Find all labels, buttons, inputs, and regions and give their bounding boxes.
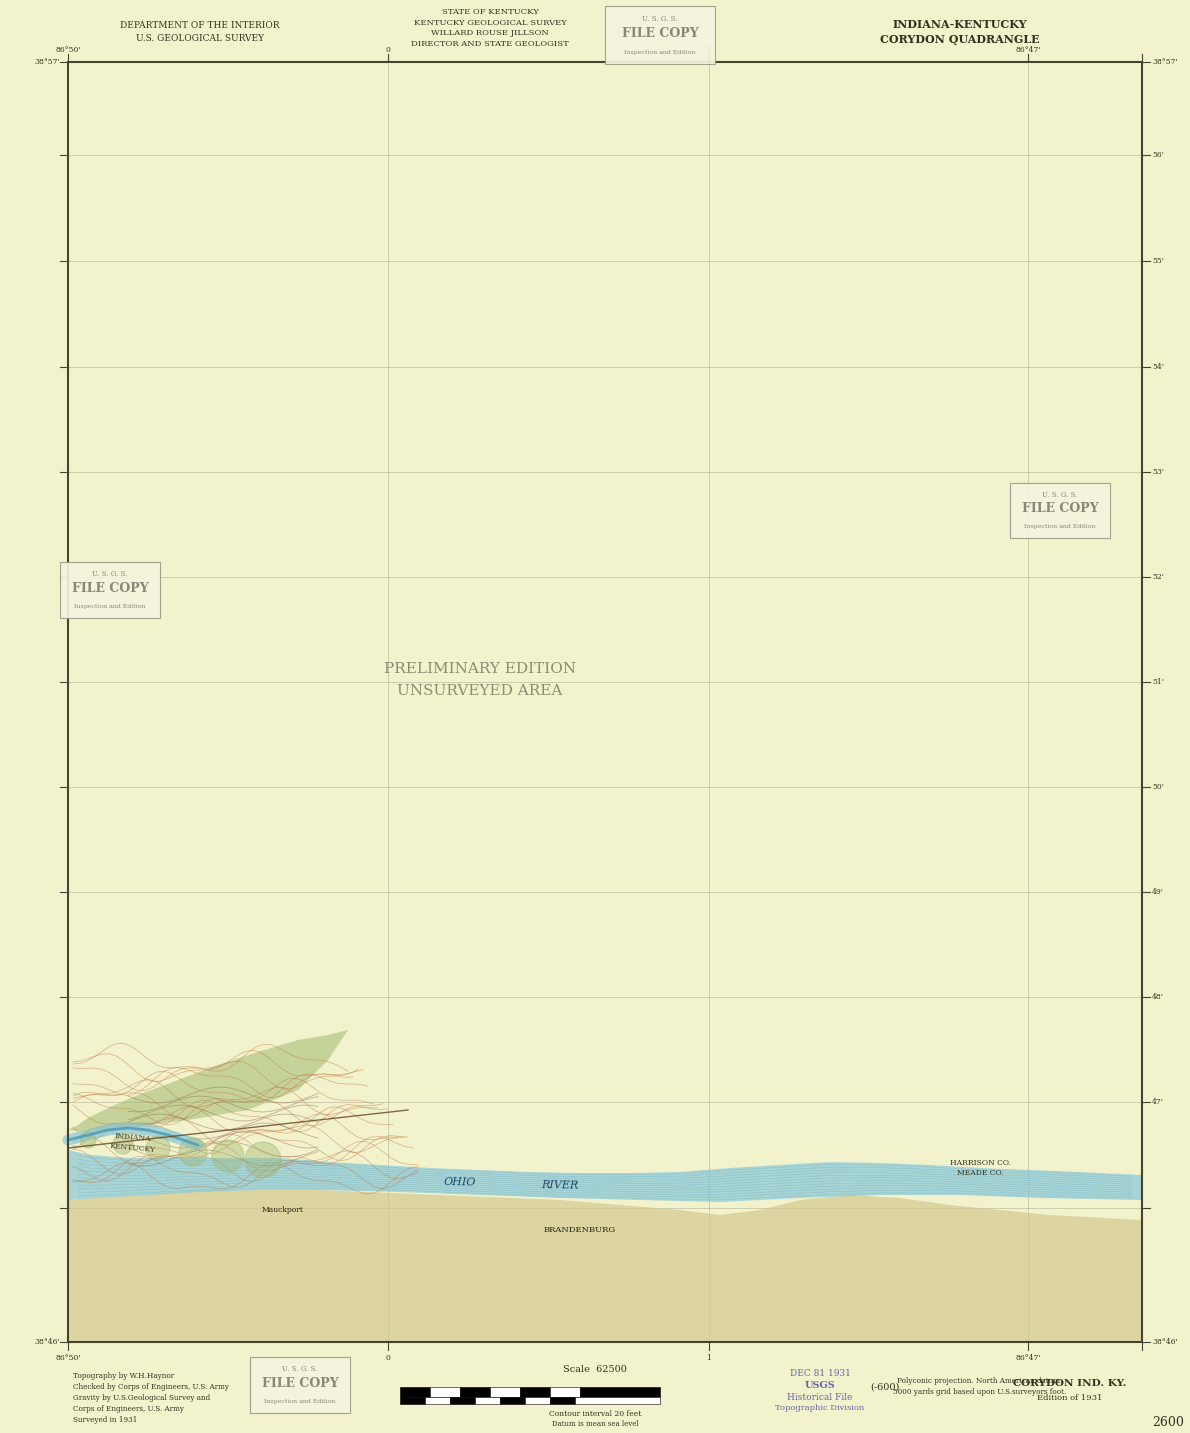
Text: 38°57': 38°57' [35,57,60,66]
Text: 38°46': 38°46' [1152,1338,1178,1346]
Text: Mauckport: Mauckport [262,1207,303,1214]
Circle shape [245,1142,281,1178]
Bar [550,1387,580,1397]
Text: 52': 52' [1152,573,1164,580]
Circle shape [146,1136,170,1159]
Text: HARRISON CO.
MEADE CO.: HARRISON CO. MEADE CO. [950,1159,1010,1176]
Bar [525,1397,550,1404]
Text: 86°50': 86°50' [55,1354,81,1361]
Bar [400,1397,425,1404]
Text: Scale  62500: Scale 62500 [563,1366,627,1374]
Bar [550,1397,575,1404]
Bar [461,1387,490,1397]
Text: 54': 54' [1152,363,1164,371]
Text: 38°57': 38°57' [1152,57,1178,66]
Text: 49': 49' [1152,888,1164,896]
Text: Inspection and Edition: Inspection and Edition [264,1399,336,1404]
Text: 48': 48' [1152,993,1164,1002]
Circle shape [178,1138,207,1166]
Polygon shape [68,1151,1142,1202]
Text: KENTUCKY: KENTUCKY [109,1142,156,1154]
Bar [68,62,1142,1341]
Text: INDIANA: INDIANA [114,1132,151,1144]
Polygon shape [68,1189,1142,1341]
Text: Historical File: Historical File [788,1393,853,1401]
Text: 1: 1 [707,1354,712,1361]
Text: PRELIMINARY EDITION
UNSURVEYED AREA: PRELIMINARY EDITION UNSURVEYED AREA [384,662,576,698]
Bar [425,1397,450,1404]
Bar [605,6,715,64]
Circle shape [113,1134,133,1154]
Text: 53': 53' [1152,469,1164,476]
Text: FILE COPY: FILE COPY [262,1377,338,1390]
Text: Polyconic projection. North American datum.
5000 yards grid based upon U.S.surve: Polyconic projection. North American dat… [894,1377,1066,1396]
Bar [450,1397,475,1404]
Text: 2600: 2600 [1152,1416,1184,1429]
Bar [1010,483,1110,537]
Text: INDIANA-KENTUCKY
CORYDON QUADRANGLE: INDIANA-KENTUCKY CORYDON QUADRANGLE [881,19,1040,46]
Text: 86°50': 86°50' [55,46,81,54]
Text: 47': 47' [1152,1098,1164,1106]
Text: DEC 81 1931: DEC 81 1931 [789,1370,851,1379]
Bar [500,1397,525,1404]
Text: Inspection and Edition: Inspection and Edition [74,605,145,609]
Text: OHIO: OHIO [444,1176,476,1188]
Text: RIVER: RIVER [541,1179,578,1191]
Text: FILE COPY: FILE COPY [621,27,699,40]
Bar [60,562,159,618]
Text: Inspection and Edition: Inspection and Edition [625,50,696,54]
Bar [490,1387,520,1397]
Text: 56': 56' [1152,150,1164,159]
Text: 0: 0 [386,46,390,54]
Text: FILE COPY: FILE COPY [1022,503,1098,516]
Text: 55': 55' [1152,257,1164,265]
Circle shape [80,1132,96,1148]
Bar [68,62,1142,1341]
Text: U. S. G. S.: U. S. G. S. [282,1366,318,1373]
Text: 86°47': 86°47' [1015,1354,1041,1361]
Text: Topographic Division: Topographic Division [776,1404,865,1412]
Text: U. S. G. S.: U. S. G. S. [1042,490,1078,499]
Bar [520,1387,550,1397]
Text: 86°47': 86°47' [1015,46,1041,54]
Text: U. S. G. S.: U. S. G. S. [93,570,127,579]
Bar [400,1387,430,1397]
Text: FILE COPY: FILE COPY [71,582,149,595]
Bar [475,1397,500,1404]
Bar [250,1357,350,1413]
Text: Edition of 1931: Edition of 1931 [1038,1394,1103,1401]
Text: 0: 0 [386,1354,390,1361]
Circle shape [212,1141,244,1172]
Text: 1: 1 [707,46,712,54]
Text: 51': 51' [1152,678,1164,686]
Text: 38°46': 38°46' [35,1338,60,1346]
Text: STATE OF KENTUCKY
KENTUCKY GEOLOGICAL SURVEY
WILLARD ROUSE JILLSON
DIRECTOR AND : STATE OF KENTUCKY KENTUCKY GEOLOGICAL SU… [411,9,569,47]
Text: (-600): (-600) [870,1383,900,1391]
Polygon shape [68,1030,347,1341]
Bar [430,1387,461,1397]
Text: BRANDENBURG: BRANDENBURG [544,1227,616,1234]
Text: CORYDON IND. KY.: CORYDON IND. KY. [1014,1380,1127,1389]
Text: DEPARTMENT OF THE INTERIOR
U.S. GEOLOGICAL SURVEY: DEPARTMENT OF THE INTERIOR U.S. GEOLOGIC… [120,21,280,43]
Text: USGS: USGS [804,1381,835,1390]
Bar [580,1387,660,1397]
Text: Contour interval 20 feet: Contour interval 20 feet [549,1410,641,1419]
Text: Datum is mean sea level: Datum is mean sea level [552,1420,638,1429]
Text: U. S. G. S.: U. S. G. S. [643,14,678,23]
Bar [575,1397,660,1404]
Text: Inspection and Edition: Inspection and Edition [1025,524,1096,529]
Text: 50': 50' [1152,782,1164,791]
Text: Topography by W.H.Haynor
Checked by Corps of Engineers, U.S. Army
Gravity by U.S: Topography by W.H.Haynor Checked by Corp… [73,1371,228,1424]
